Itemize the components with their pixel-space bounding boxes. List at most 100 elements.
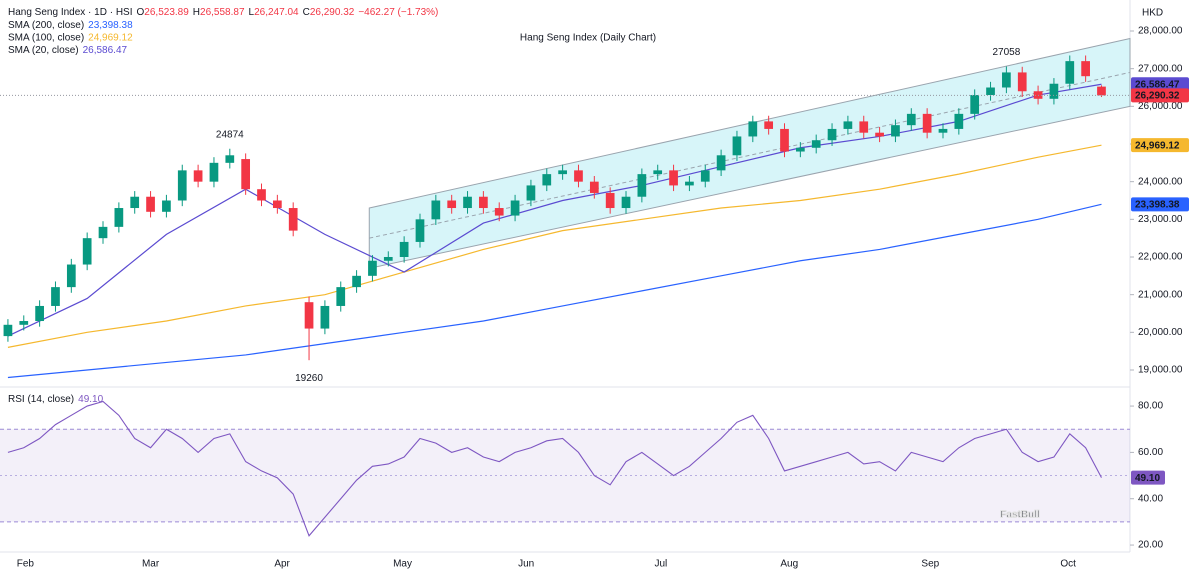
sma-tag-bg	[1131, 138, 1189, 153]
candle-body	[479, 196, 488, 209]
candle-body	[463, 196, 472, 209]
ohlc-label: H	[193, 7, 200, 18]
candle-body	[352, 275, 361, 288]
candle-body	[177, 170, 187, 201]
candle-body	[621, 196, 631, 209]
y-tick-label: 26,000.00	[1138, 101, 1183, 112]
sma-line	[7, 83, 1102, 337]
last-price-tag-bg	[1131, 88, 1189, 103]
candle-body	[494, 208, 504, 216]
legend-value: 23,398.38	[88, 20, 133, 31]
candle-body	[716, 155, 726, 171]
candle-body	[368, 260, 377, 276]
candle-body	[589, 181, 599, 193]
candle-body	[637, 174, 647, 197]
candle-body	[827, 128, 837, 141]
candle-body	[82, 238, 92, 265]
x-tick-label: Feb	[17, 559, 35, 570]
header-symbol: Hang Seng Index · 1D · HSI	[8, 7, 133, 18]
candle-body	[938, 128, 948, 133]
ohlc-value: 26,523.89	[144, 7, 189, 18]
y-tick-label: 22,000.00	[1138, 252, 1183, 263]
candle-body	[685, 181, 694, 186]
x-tick-label: Aug	[780, 559, 798, 570]
candle-body	[193, 170, 203, 182]
rsi-line	[7, 400, 1102, 537]
rsi-tag-bg	[1131, 470, 1165, 485]
candle-body	[51, 287, 60, 306]
candle-body	[431, 200, 441, 220]
candle-body	[383, 256, 393, 261]
rsi-name: RSI (14, close)	[8, 394, 74, 405]
candle-body	[209, 162, 219, 182]
rsi-value: 49.10	[78, 394, 103, 405]
candle-body	[1097, 86, 1106, 96]
ohlc-label: C	[303, 7, 310, 18]
candle-body	[875, 132, 884, 137]
candle-body	[891, 125, 900, 137]
legend-value: 24,969.12	[88, 32, 133, 43]
candle-body	[399, 241, 409, 257]
sma-line	[7, 203, 1102, 379]
legend-name: SMA (100, close)	[8, 32, 84, 43]
legend-entry: SMA (100, close) 24,969.12	[8, 32, 133, 43]
legend-entry: SMA (20, close) 26,586.47	[8, 45, 128, 56]
chart-title: Hang Seng Index (Daily Chart)	[520, 33, 656, 44]
last-price-tag: 26,290.32	[1135, 91, 1180, 102]
candle-body	[1002, 72, 1011, 88]
candle-body	[415, 219, 425, 242]
x-tick-label: May	[393, 559, 412, 570]
legend-name: SMA (200, close)	[8, 20, 84, 31]
candle-body	[605, 192, 615, 209]
candle-body	[1049, 83, 1059, 99]
x-tick-label: Apr	[274, 559, 290, 570]
candle-body	[98, 226, 108, 239]
rsi-tag: 49.10	[1135, 473, 1160, 484]
candle-body	[304, 302, 314, 329]
ohlc-value: 26,290.32	[310, 7, 355, 18]
x-tick-label: Jul	[654, 559, 667, 570]
candle-body	[241, 159, 251, 190]
y-tick-label: 80.00	[1138, 401, 1163, 412]
candle-body	[225, 155, 235, 163]
ohlc-value: 26,558.87	[200, 7, 245, 18]
candle-body	[669, 170, 678, 186]
sma-tag: 23,398.38	[1135, 199, 1180, 210]
sma-tag-bg	[1131, 77, 1189, 92]
sma-tag-bg	[1131, 197, 1189, 212]
candle-body	[906, 113, 916, 126]
y-tick-label: 28,000.00	[1138, 26, 1183, 37]
y-tick-label: 24,000.00	[1138, 176, 1183, 187]
annotation: 24874	[216, 129, 244, 140]
watermark: FastBull	[1000, 510, 1040, 521]
currency-label: HKD	[1142, 8, 1163, 19]
candle-body	[859, 121, 869, 133]
candle-body	[970, 95, 980, 114]
x-tick-label: Mar	[142, 559, 160, 570]
candle-body	[257, 189, 266, 201]
candle-body	[510, 200, 520, 216]
x-tick-label: Oct	[1060, 559, 1076, 570]
candle-body	[130, 196, 140, 209]
candle-body	[748, 121, 758, 137]
candle-body	[526, 185, 536, 201]
candle-body	[1017, 72, 1027, 92]
candle-body	[288, 208, 298, 231]
candle-body	[146, 196, 155, 212]
y-tick-label: 23,000.00	[1138, 214, 1183, 225]
candle-body	[114, 208, 124, 227]
y-tick-label: 20.00	[1138, 540, 1163, 551]
candle-body	[922, 113, 932, 133]
candle-body	[1065, 61, 1075, 84]
candle-body	[272, 200, 282, 209]
y-tick-label: 40.00	[1138, 493, 1163, 504]
ohlc-label: O	[137, 7, 145, 18]
annotation: 19260	[295, 373, 323, 384]
header-change: −462.27 (−1.73%)	[358, 7, 438, 18]
candle-body	[653, 170, 663, 175]
rsi-legend: RSI (14, close) 49.10	[8, 394, 104, 405]
sma-line	[7, 144, 1102, 348]
candle-body	[336, 287, 346, 306]
candle-body	[558, 170, 567, 175]
